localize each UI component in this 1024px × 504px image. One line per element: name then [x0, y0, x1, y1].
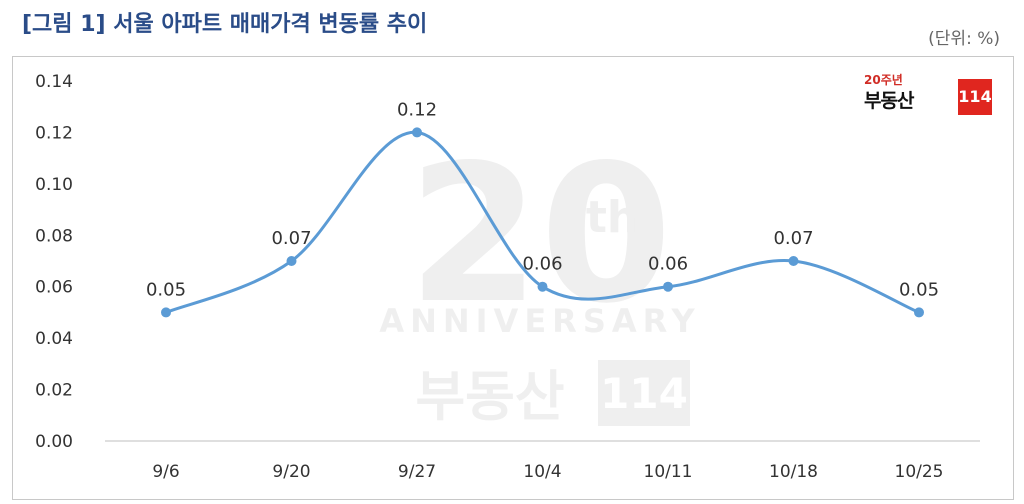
unit-label: (단위: %) [928, 29, 1000, 49]
watermark: 20 th ANNIVERSARY 부동산 114 [379, 124, 700, 428]
data-points [161, 127, 924, 318]
x-tick-label: 10/11 [644, 462, 693, 482]
data-point [788, 256, 799, 266]
data-labels: 0.05 0.07 0.12 0.06 0.06 0.07 0.05 [146, 99, 939, 300]
y-tick-label: 0.02 [35, 381, 73, 401]
watermark-box [598, 360, 690, 426]
data-label: 0.06 [522, 254, 562, 275]
logo-number-badge: 114 [958, 79, 992, 115]
data-point [663, 281, 673, 292]
watermark-brand: 부동산 [415, 365, 564, 428]
y-tick-label: 0.00 [35, 432, 73, 452]
y-tick-label: 0.06 [35, 278, 73, 298]
watermark-anniversary: ANNIVERSARY [379, 302, 700, 340]
data-point [161, 307, 171, 318]
x-tick-label: 10/25 [895, 462, 944, 482]
logo-anniversary-text: 20주년 [864, 73, 903, 87]
x-axis-ticks: 9/6 9/20 9/27 10/4 10/11 10/18 10/25 [152, 462, 943, 482]
y-tick-label: 0.14 [35, 72, 73, 92]
data-point [914, 307, 924, 318]
chart-frame [12, 56, 1014, 500]
data-point [537, 281, 548, 292]
y-tick-label: 0.10 [35, 175, 73, 195]
data-label: 0.05 [146, 279, 186, 300]
data-label: 0.07 [271, 228, 311, 249]
data-point [412, 127, 422, 138]
x-tick-label: 9/20 [272, 462, 310, 482]
brand-logo: 20주년 부동산 114 [864, 73, 992, 119]
data-label: 0.12 [397, 99, 437, 120]
y-tick-label: 0.12 [35, 123, 73, 143]
x-tick-label: 9/6 [152, 462, 179, 482]
y-tick-label: 0.08 [35, 226, 73, 246]
x-tick-label: 10/18 [769, 462, 818, 482]
watermark-num: 114 [600, 369, 688, 418]
logo-brand-text: 부동산 [864, 90, 914, 112]
data-point [286, 256, 297, 266]
page-title: [그림 1] 서울 아파트 매매가격 변동률 추이 [22, 12, 428, 37]
watermark-th: th [586, 192, 638, 243]
x-tick-label: 10/4 [523, 462, 561, 482]
data-label: 0.07 [773, 228, 813, 249]
x-tick-label: 9/27 [398, 462, 436, 482]
y-axis-ticks: 0.00 0.02 0.04 0.06 0.08 0.10 0.12 0.14 [35, 72, 73, 452]
data-label: 0.05 [899, 279, 939, 300]
y-tick-label: 0.04 [35, 329, 73, 349]
data-label: 0.06 [648, 254, 688, 275]
